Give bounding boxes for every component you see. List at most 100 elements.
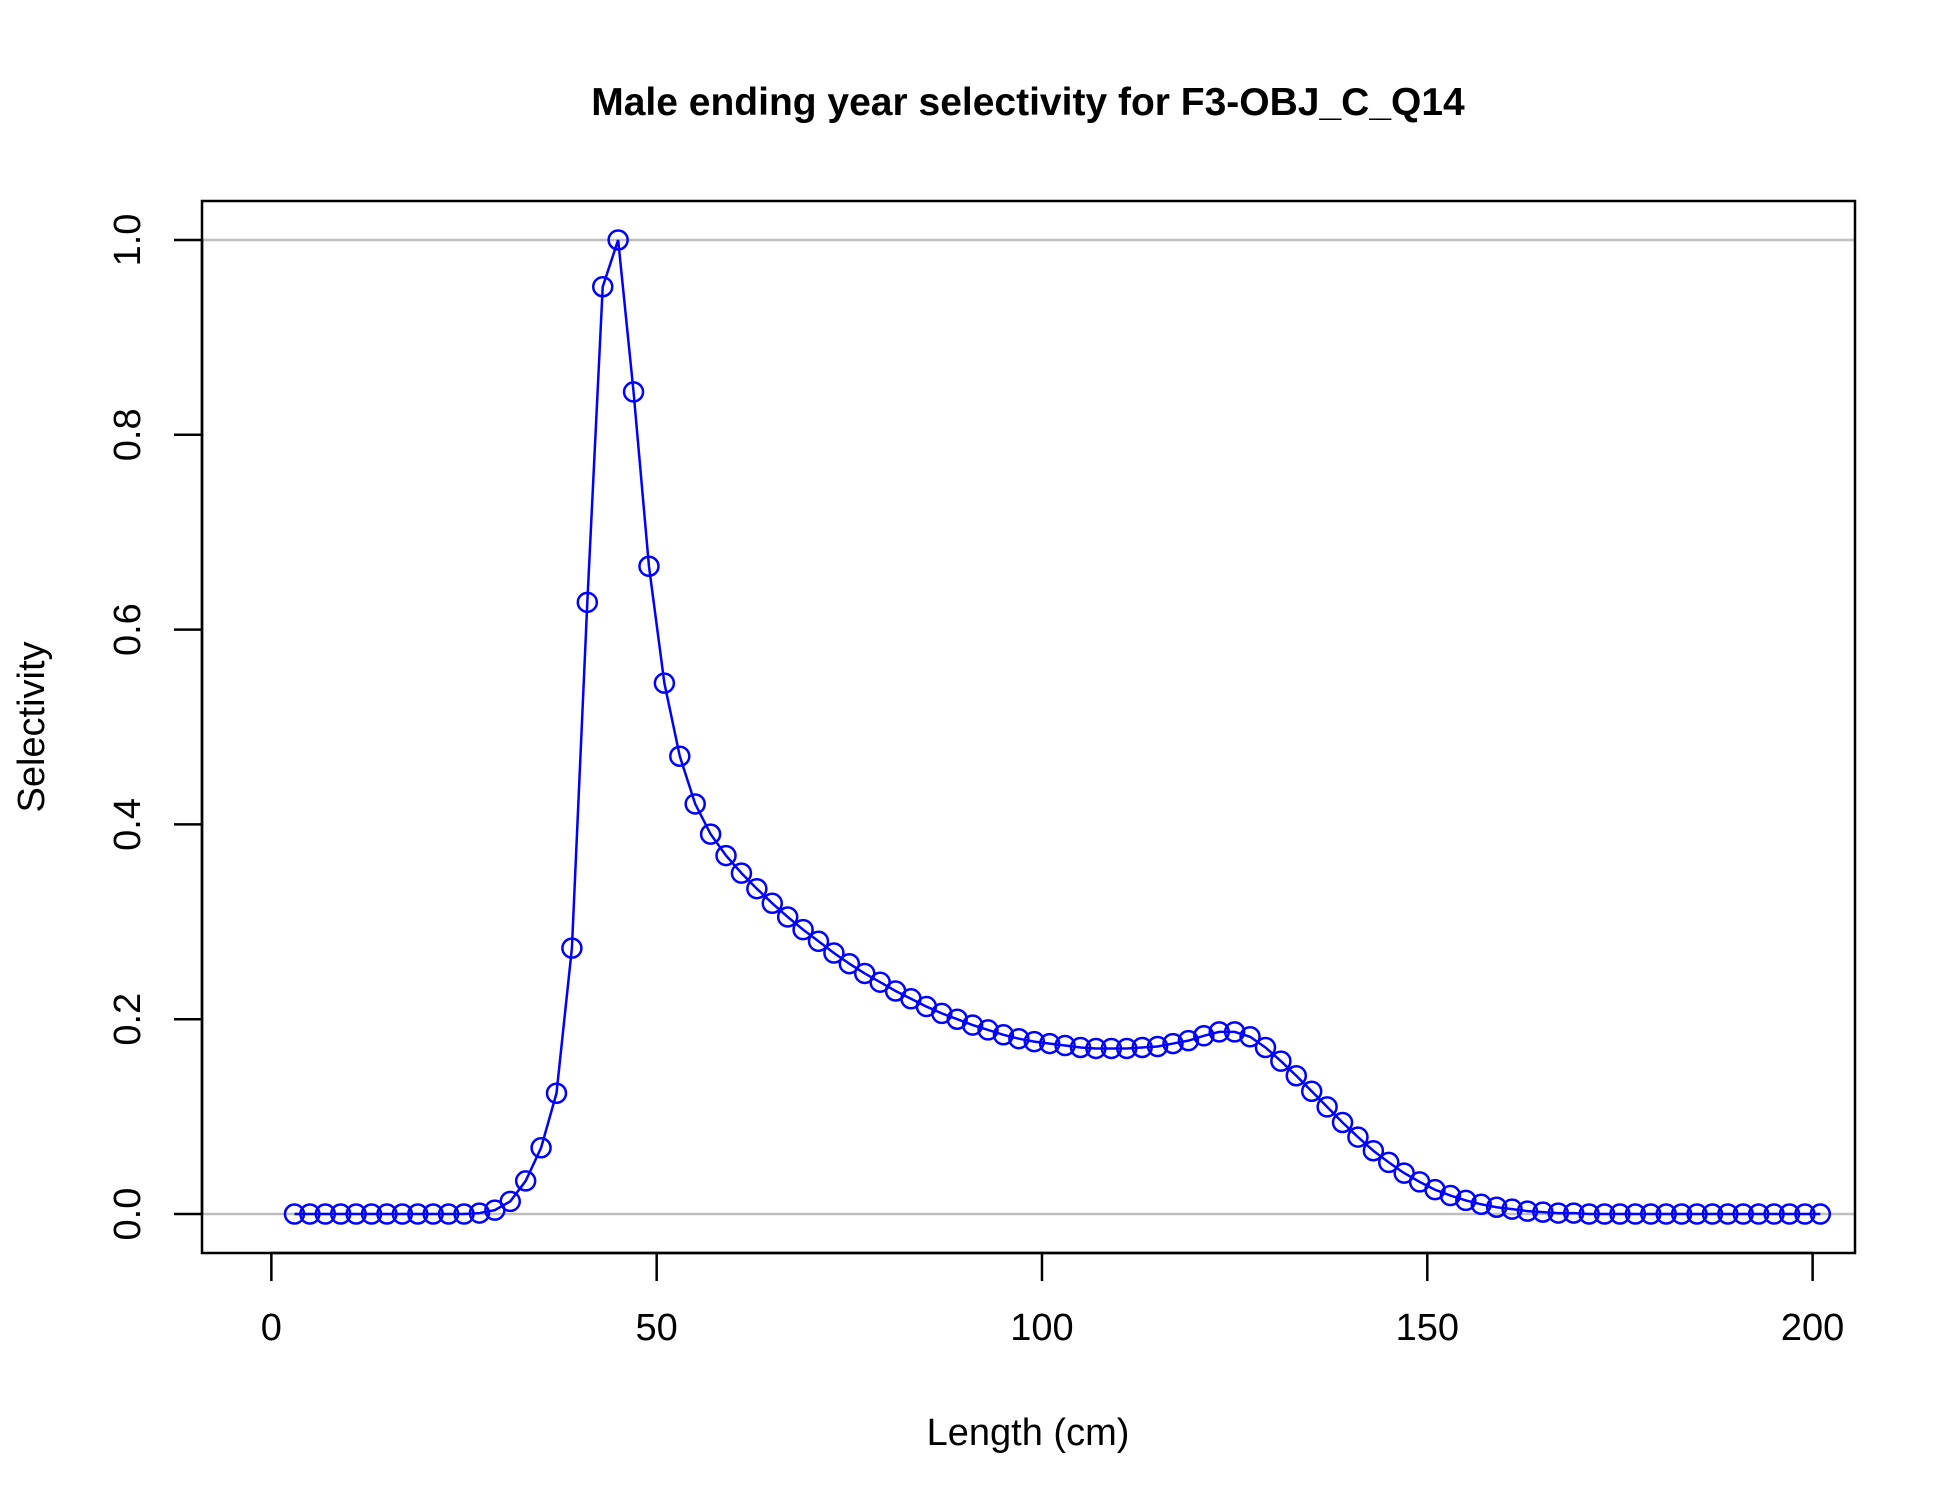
data-point — [746, 877, 768, 900]
data-point — [1177, 1029, 1200, 1052]
data-point — [1778, 1203, 1801, 1225]
data-point — [1316, 1096, 1338, 1118]
data-point — [1270, 1050, 1292, 1072]
data-point — [1131, 1036, 1153, 1059]
data-point — [1516, 1200, 1539, 1222]
data-point — [1686, 1203, 1708, 1225]
y-tick-label: 0.4 — [107, 798, 149, 851]
data-point — [1532, 1201, 1554, 1223]
y-axis: 0.0 0.2 0.4 0.6 0.8 1.0 — [107, 214, 204, 1241]
y-axis-label: Selectivity — [11, 641, 53, 812]
data-point — [1640, 1203, 1662, 1225]
x-tick-label: 200 — [1781, 1307, 1844, 1349]
data-point — [715, 844, 737, 867]
data-point — [1162, 1032, 1184, 1055]
data-point — [823, 942, 845, 964]
data-point — [838, 952, 861, 975]
data-point — [977, 1019, 999, 1041]
data-point — [1038, 1032, 1061, 1055]
data-point — [1116, 1037, 1138, 1060]
data-point — [1809, 1203, 1832, 1225]
data-point — [1239, 1026, 1261, 1048]
data-point — [1223, 1021, 1246, 1043]
series-line — [294, 239, 1821, 1216]
x-tick-label: 150 — [1396, 1307, 1459, 1349]
data-point — [499, 1190, 522, 1213]
data-point — [1378, 1151, 1400, 1174]
data-point — [1100, 1037, 1123, 1060]
data-point — [1023, 1030, 1046, 1053]
data-point — [299, 1203, 321, 1225]
data-point — [422, 1203, 444, 1225]
data-point — [1439, 1184, 1462, 1207]
data-point — [653, 672, 676, 694]
y-tick-label: 0.6 — [107, 603, 149, 656]
data-point — [1054, 1034, 1076, 1057]
data-point — [1146, 1035, 1169, 1058]
data-point — [1193, 1025, 1215, 1047]
data-point — [1794, 1203, 1816, 1225]
y-tick-label: 0.2 — [107, 993, 149, 1046]
data-point — [545, 1082, 568, 1105]
data-point — [1670, 1203, 1693, 1225]
data-point — [468, 1202, 491, 1224]
data-point — [1562, 1202, 1585, 1224]
data-point — [638, 555, 660, 578]
x-tick-label: 100 — [1010, 1307, 1073, 1349]
data-point — [961, 1014, 984, 1036]
data-point — [1547, 1202, 1570, 1224]
data-point — [1347, 1126, 1369, 1148]
data-point — [1455, 1189, 1477, 1212]
data-point — [314, 1203, 337, 1225]
data-point — [1655, 1203, 1677, 1225]
reference-lines — [202, 238, 1855, 1216]
data-series — [283, 229, 1832, 1225]
plot-frame — [200, 199, 1857, 1255]
data-point — [329, 1203, 352, 1225]
data-point — [1362, 1139, 1385, 1162]
x-axis-label: Length (cm) — [927, 1412, 1130, 1454]
data-point — [1747, 1203, 1770, 1225]
data-point — [1085, 1037, 1107, 1060]
x-axis: 0 50 100 150 200 — [261, 1251, 1844, 1349]
data-point — [776, 906, 799, 928]
data-point — [622, 381, 645, 403]
data-point — [1285, 1064, 1308, 1087]
data-point — [669, 745, 691, 767]
data-point — [730, 862, 753, 884]
y-tick-label: 0.8 — [107, 408, 149, 461]
data-point — [1501, 1198, 1523, 1220]
data-point — [1331, 1111, 1354, 1134]
data-point — [283, 1203, 306, 1225]
data-point — [1485, 1196, 1508, 1218]
data-point — [1254, 1036, 1277, 1059]
data-point — [699, 823, 722, 845]
data-point — [591, 275, 614, 298]
data-point — [453, 1203, 475, 1225]
data-point — [345, 1203, 367, 1225]
data-point — [1593, 1203, 1616, 1225]
data-point — [1470, 1193, 1492, 1216]
data-point — [1008, 1027, 1030, 1050]
x-tick-label: 0 — [261, 1307, 282, 1349]
data-point — [576, 591, 599, 614]
x-tick-label: 50 — [636, 1307, 678, 1349]
data-point — [1300, 1080, 1323, 1103]
data-point — [1208, 1021, 1230, 1043]
data-point — [761, 892, 784, 915]
data-point — [792, 918, 814, 941]
data-point — [360, 1203, 383, 1225]
data-point — [1624, 1203, 1647, 1225]
y-tick-label: 0.0 — [107, 1188, 149, 1241]
data-point — [1609, 1203, 1631, 1225]
data-point — [1701, 1203, 1724, 1225]
data-point — [1732, 1203, 1755, 1225]
data-point — [684, 793, 706, 815]
chart-title: Male ending year selectivity for F3-OBJ_… — [591, 81, 1465, 124]
data-point — [530, 1137, 552, 1159]
data-point — [514, 1170, 537, 1192]
data-point — [1763, 1203, 1785, 1225]
data-point — [807, 930, 830, 953]
y-tick-label: 1.0 — [107, 214, 149, 267]
